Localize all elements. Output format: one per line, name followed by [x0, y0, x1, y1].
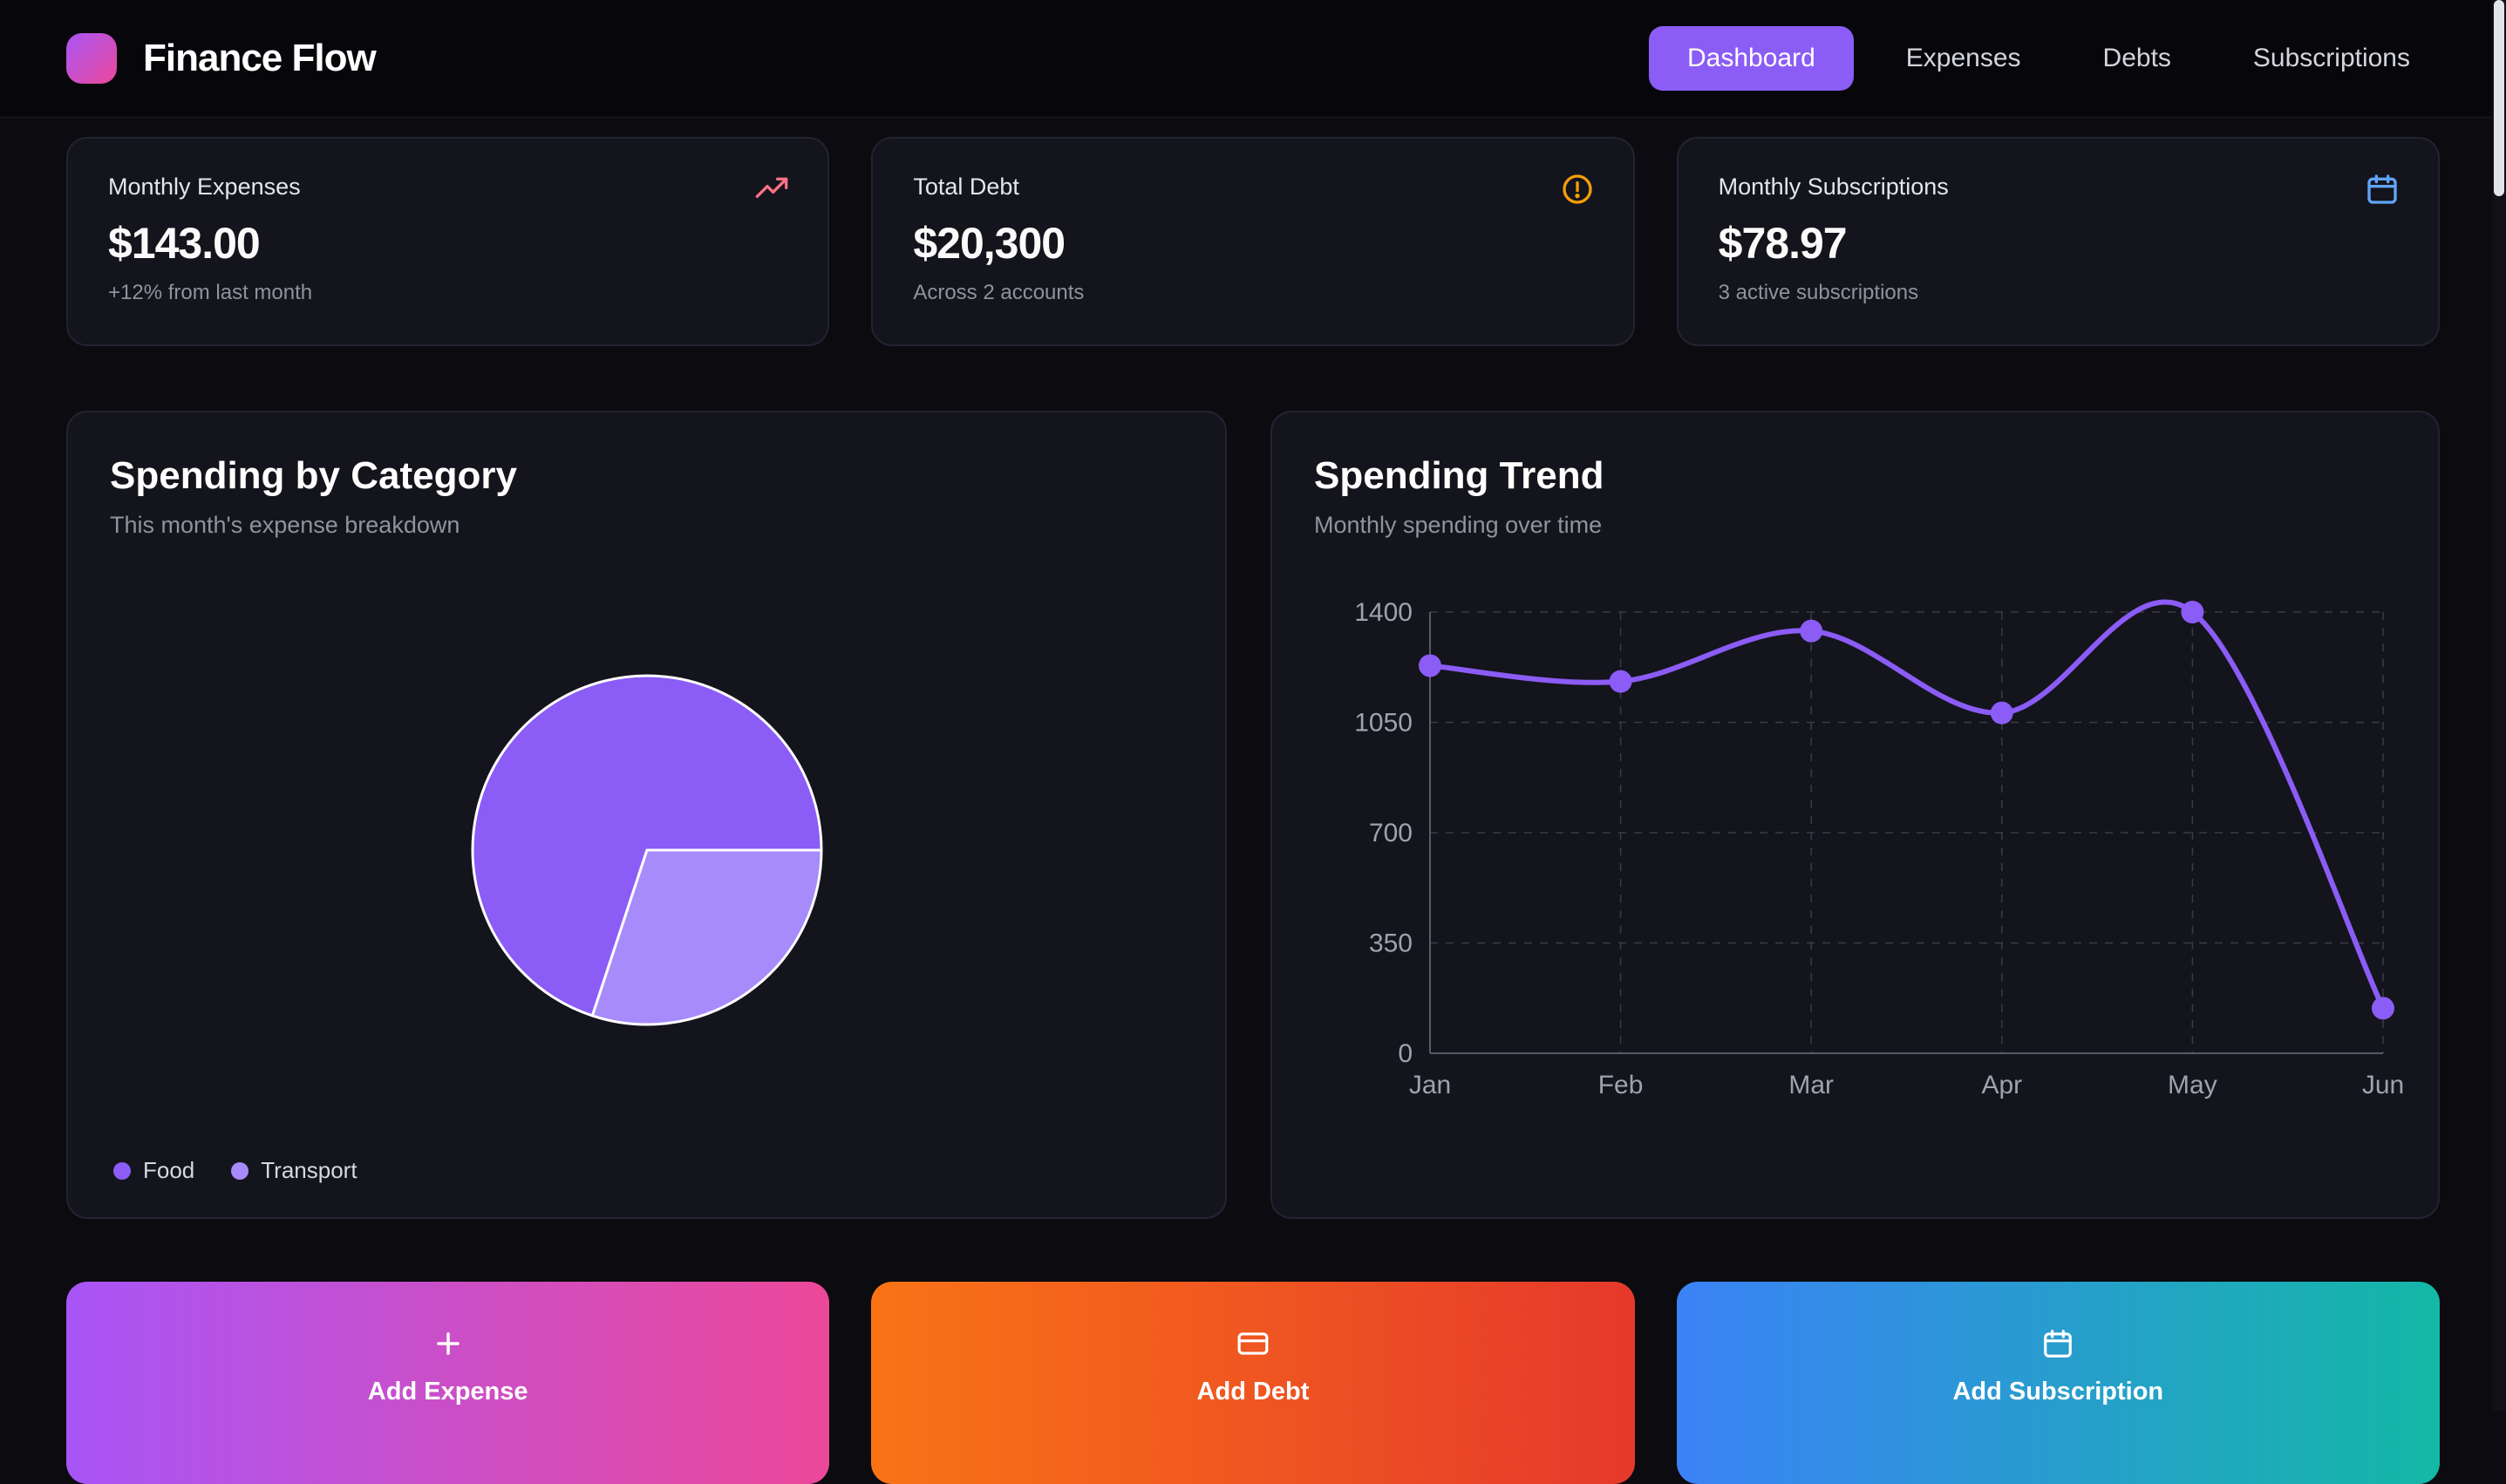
top-nav: Finance Flow Dashboard Expenses Debts Su… — [0, 0, 2506, 118]
monthly-expenses-card: Monthly Expenses $143.00 +12% from last … — [66, 137, 830, 346]
svg-text:0: 0 — [1398, 1039, 1413, 1068]
stat-label: Monthly Subscriptions — [1718, 174, 1949, 200]
spending-trend-chart: 0 350 700 1050 1400 Jan Feb Mar Apr May Jun — [1354, 598, 2404, 1099]
stat-label: Monthly Expenses — [108, 174, 301, 200]
svg-text:Feb: Feb — [1598, 1071, 1644, 1099]
stats-row: Monthly Expenses $143.00 +12% from last … — [66, 137, 2440, 346]
action-label: Add Debt — [1196, 1378, 1310, 1406]
svg-text:May: May — [2168, 1071, 2217, 1099]
svg-text:Jun: Jun — [2362, 1071, 2404, 1099]
action-label: Add Expense — [367, 1378, 528, 1406]
svg-text:1050: 1050 — [1354, 709, 1413, 738]
plus-icon — [432, 1327, 465, 1360]
stat-value: $78.97 — [1718, 219, 1848, 268]
alert-circle-icon — [1560, 172, 1595, 207]
svg-text:700: 700 — [1369, 819, 1413, 848]
food-legend-dot — [113, 1161, 131, 1180]
app-logo — [66, 33, 117, 84]
action-label: Add Subscription — [1952, 1378, 2164, 1406]
stat-subtext: 3 active subscriptions — [1718, 281, 1919, 304]
scrollbar[interactable] — [2492, 0, 2506, 1411]
scrollbar-thumb[interactable] — [2494, 0, 2504, 196]
stat-value: $143.00 — [108, 219, 261, 268]
svg-text:350: 350 — [1369, 929, 1413, 958]
spending-by-category-pie — [471, 674, 822, 1026]
monthly-subscriptions-card: Monthly Subscriptions $78.97 3 active su… — [1676, 137, 2440, 346]
legend-item-food: Food — [113, 1157, 194, 1184]
calendar-icon — [2041, 1327, 2074, 1360]
nav-debts[interactable]: Debts — [2074, 28, 2201, 89]
spending-by-category-card: Spending by Category This month's expens… — [66, 411, 1227, 1219]
svg-text:1400: 1400 — [1354, 598, 1413, 627]
stat-subtext: Across 2 accounts — [913, 281, 1085, 304]
main-nav: Dashboard Expenses Debts Subscriptions — [1649, 26, 2440, 91]
svg-text:Jan: Jan — [1409, 1071, 1451, 1099]
legend-label: Food — [143, 1157, 195, 1183]
total-debt-card: Total Debt $20,300 Across 2 accounts — [871, 137, 1635, 346]
credit-card-icon — [1236, 1327, 1270, 1360]
nav-subscriptions[interactable]: Subscriptions — [2223, 28, 2440, 89]
dashboard-page: Monthly Expenses $143.00 +12% from last … — [0, 118, 2506, 1484]
spending-trend-card: Spending Trend Monthly spending over tim… — [1270, 411, 2440, 1219]
add-debt-button[interactable]: Add Debt — [871, 1282, 1635, 1484]
trending-up-icon — [754, 172, 789, 207]
svg-text:Mar: Mar — [1788, 1071, 1834, 1099]
pie-legend: Food Transport — [113, 1157, 358, 1184]
legend-item-transport: Transport — [231, 1157, 358, 1184]
stat-value: $20,300 — [913, 219, 1066, 268]
charts-row: Spending by Category This month's expens… — [66, 411, 2440, 1219]
add-expense-button[interactable]: Add Expense — [66, 1282, 830, 1484]
actions-row: Add Expense Add Debt Add Subscription — [66, 1282, 2440, 1484]
svg-text:Apr: Apr — [1981, 1071, 2022, 1099]
add-subscription-button[interactable]: Add Subscription — [1676, 1282, 2440, 1484]
calendar-icon — [2365, 172, 2400, 207]
nav-expenses[interactable]: Expenses — [1876, 28, 2051, 89]
chart-title: Spending by Category — [110, 454, 517, 497]
chart-subtitle: Monthly spending over time — [1314, 512, 1603, 538]
stat-subtext: +12% from last month — [108, 281, 313, 304]
stat-label: Total Debt — [913, 174, 1019, 200]
transport-legend-dot — [231, 1161, 249, 1180]
legend-label: Transport — [261, 1157, 358, 1183]
chart-title: Spending Trend — [1314, 454, 1604, 497]
app-title: Finance Flow — [143, 37, 377, 79]
chart-subtitle: This month's expense breakdown — [110, 512, 460, 538]
nav-dashboard[interactable]: Dashboard — [1649, 26, 1854, 91]
